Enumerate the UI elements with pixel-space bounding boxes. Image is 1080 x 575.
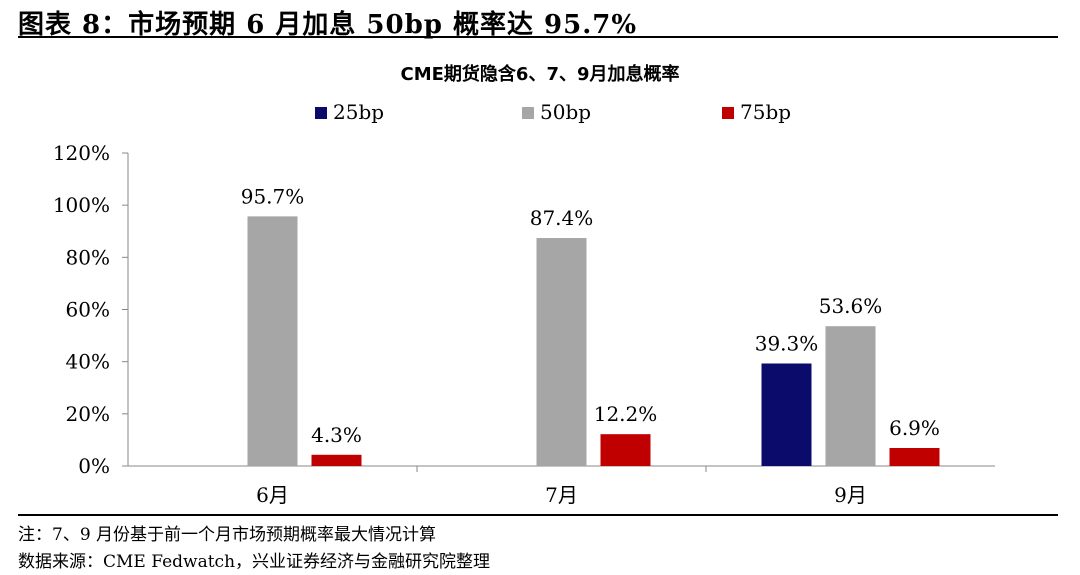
y-tick-label: 120% (53, 141, 110, 165)
legend-label-75bp: 75bp (740, 100, 791, 124)
legend-swatch-25bp (315, 107, 327, 119)
bottom-rule (18, 514, 1058, 516)
data-label-75bp-2: 12.2% (594, 402, 658, 426)
x-tick-label: 7月 (545, 483, 578, 507)
y-tick-label: 60% (66, 298, 110, 322)
legend-swatch-50bp (522, 107, 534, 119)
data-label-50bp-1: 95.7% (241, 184, 305, 208)
data-label-75bp-3: 6.9% (889, 416, 940, 440)
legend-label-50bp: 50bp (540, 100, 591, 124)
y-axis: 0% 20% 40% 60% 80% 100% 120% (53, 141, 129, 478)
bar-50bp-3 (825, 326, 876, 466)
x-tick-label: 9月 (834, 483, 867, 507)
y-tick-label: 100% (53, 193, 110, 217)
bar-75bp-2 (600, 434, 651, 466)
data-label-50bp-3: 53.6% (819, 294, 883, 318)
x-tick-label: 6月 (256, 483, 289, 507)
bar-50bp-1 (247, 216, 298, 466)
top-rule (18, 36, 1058, 38)
data-source: 数据来源：CME Fedwatch，兴业证券经济与金融研究院整理 (18, 552, 491, 572)
bar-75bp-1 (311, 454, 362, 466)
chart-note: 注：7、9 月份基于前一个月市场预期概率最大情况计算 (18, 525, 437, 545)
y-tick-label: 0% (78, 454, 110, 478)
legend-label-25bp: 25bp (333, 100, 384, 124)
data-label-50bp-2: 87.4% (530, 206, 594, 230)
data-labels: 95.7% 4.3% 87.4% 12.2% 39.3%53.6% 6.9% (241, 184, 940, 446)
bar-75bp-3 (889, 448, 940, 466)
y-tick-label: 20% (66, 402, 110, 426)
y-tick-label: 80% (66, 245, 110, 269)
bar-25bp-3 (761, 363, 812, 466)
legend-swatch-75bp (722, 107, 734, 119)
x-axis: 6月 7月 9月 (128, 465, 995, 507)
y-tick-label: 40% (66, 350, 110, 374)
bars (247, 216, 940, 466)
data-label-25bp-3: 39.3% (755, 331, 819, 355)
figure-title: 图表 8：市场预期 6 月加息 50bp 概率达 95.7% (18, 10, 638, 40)
bar-50bp-2 (536, 238, 587, 466)
chart-title: CME期货隐含6、7、9月加息概率 (401, 63, 680, 85)
legend: 25bp 50bp 75bp (315, 100, 791, 124)
data-label-75bp-1: 4.3% (311, 423, 362, 447)
